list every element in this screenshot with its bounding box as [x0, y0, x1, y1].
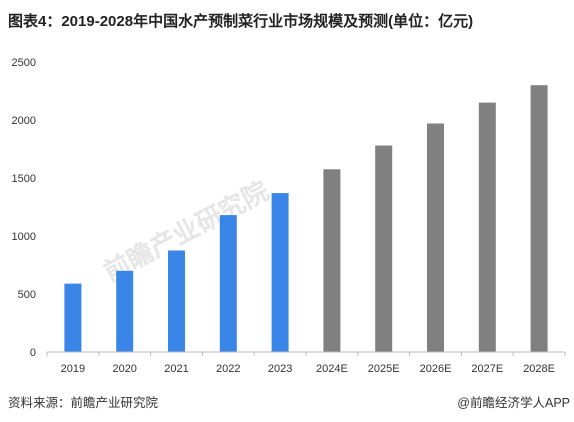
bars-group	[64, 85, 548, 352]
x-tick-label: 2027E	[471, 363, 503, 375]
x-tick-label: 2025E	[368, 363, 400, 375]
x-tick-label: 2021	[164, 363, 188, 375]
x-tick-label: 2023	[268, 363, 292, 375]
x-tick-label: 2026E	[420, 363, 452, 375]
watermark-text: 前瞻产业研究院	[99, 175, 274, 287]
x-tick-label: 2022	[216, 363, 240, 375]
bar-2028E	[530, 85, 548, 352]
y-tick-label: 500	[18, 289, 36, 301]
y-tick-label: 2500	[12, 57, 36, 69]
chart-title: 图表4：2019-2028年中国水产预制菜行业市场规模及预测(单位：亿元)	[8, 13, 474, 30]
source-note: 资料来源：前瞻产业研究院	[8, 396, 159, 410]
bar-2019	[64, 283, 82, 352]
bar-2022	[219, 215, 237, 352]
bar-2024E	[323, 169, 341, 352]
y-tick-label: 0	[30, 347, 36, 359]
y-axis: 0 500 1000 1500 2000 2500	[12, 57, 36, 359]
bar-2021	[168, 250, 185, 352]
x-axis: 2019 2020 2021 2022 2023 2024E 2025E 2026E 2027E…	[46, 351, 566, 375]
bar-2026E	[427, 123, 444, 352]
x-tick-label: 2028E	[523, 363, 555, 375]
bar-2020	[116, 270, 134, 352]
y-tick-label: 1500	[12, 173, 36, 185]
y-tick-label: 1000	[12, 231, 36, 243]
x-tick-label: 2020	[112, 363, 136, 375]
credit-note: @前瞻经济学人APP	[457, 396, 570, 410]
x-tick-label: 2024E	[316, 363, 348, 375]
watermark-layer: 前瞻产业研究院	[99, 175, 274, 287]
bar-chart: 前瞻产业研究院 0 500 1000 1500 2000 2500 2019 2020 202…	[12, 57, 566, 375]
bar-2025E	[375, 145, 393, 352]
y-tick-label: 2000	[12, 115, 36, 127]
bar-2027E	[478, 102, 496, 352]
x-tick-label: 2019	[61, 363, 85, 375]
bar-2023	[271, 193, 289, 352]
